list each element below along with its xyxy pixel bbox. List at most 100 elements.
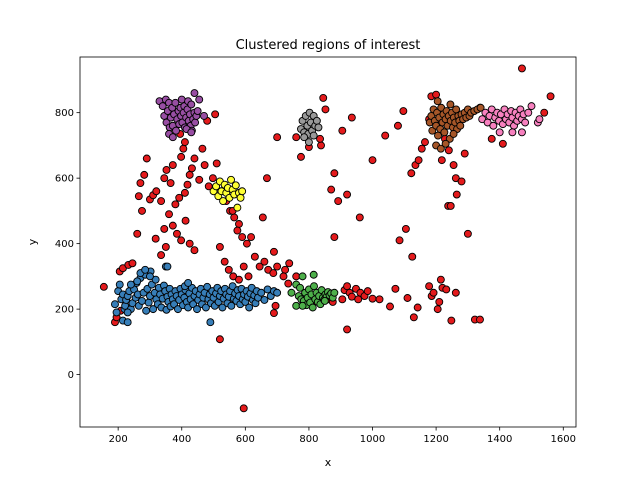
x-tick-label: 1600 [551,434,576,445]
data-point [508,128,517,137]
data-point [215,242,224,251]
data-point [330,169,339,178]
data-point [309,270,318,279]
data-point [149,305,158,314]
data-point [171,200,180,209]
data-point [134,192,143,201]
data-point [235,220,243,228]
data-point [230,213,239,222]
data-point [191,118,200,127]
data-point [257,288,266,297]
data-point [177,95,186,104]
data-point [211,110,220,119]
data-point [219,197,228,206]
data-point [187,128,196,137]
y-tick-label: 800 [55,108,74,119]
data-point [434,131,442,140]
data-point [171,98,180,107]
data-point [355,213,364,222]
data-point [193,107,202,115]
data-point [195,175,204,184]
data-point [540,108,549,117]
data-point [320,296,329,305]
plot-frame [79,56,577,428]
data-point [300,133,309,142]
data-point [227,175,235,184]
data-point [435,297,444,306]
data-point [224,265,233,274]
data-point [236,193,245,202]
data-point [260,257,269,266]
data-point [168,221,177,230]
x-axis-label: x [325,456,332,469]
data-point [212,159,221,168]
data-point [140,170,149,179]
data-point [141,265,150,274]
data-point [375,295,384,304]
data-point [449,161,458,170]
y-axis: 0 200 400 600 800 [55,108,80,381]
data-point [314,123,323,132]
data-point [407,169,416,178]
data-point [99,282,108,291]
data-point [136,179,145,188]
data-point [233,226,242,235]
data-point [258,213,267,222]
data-point [440,128,449,137]
x-tick-label: 200 [109,434,128,445]
data-point [238,233,247,242]
data-point [487,134,496,143]
data-point [456,121,465,130]
chart-title: Clustered regions of interest [236,38,421,53]
data-point [180,188,189,197]
data-point [330,233,339,242]
data-point [138,206,146,215]
data-point [123,318,132,327]
data-point [206,318,215,327]
data-point [184,278,193,287]
data-point [417,144,426,153]
data-point [368,294,377,303]
data-point [112,308,121,317]
data-point [343,282,352,291]
data-point [200,161,209,170]
x-tick-label: 600 [236,434,255,445]
data-point [181,216,190,225]
data-point [409,313,418,322]
data-point [190,246,199,255]
data-point [123,308,132,317]
data-point [460,149,469,158]
data-point [284,279,293,288]
data-point [296,283,304,292]
data-point [270,309,278,317]
data-point [239,262,248,271]
data-point [298,301,307,310]
data-point [463,229,472,238]
data-point [173,229,181,238]
data-point [441,139,450,148]
data-point [195,95,204,104]
data-point [452,190,461,199]
data-point [444,146,453,155]
data-point [220,257,229,266]
data-point [177,152,186,161]
y-tick-label: 400 [55,239,74,250]
data-point [151,234,160,243]
data-point [334,197,343,206]
data-points [99,64,555,413]
data-point [297,152,305,161]
data-point [330,288,339,297]
data-point [368,156,377,165]
data-point [394,121,402,130]
data-point [175,193,184,202]
data-point [476,103,485,112]
data-point [498,139,507,148]
data-point [343,325,352,334]
data-point [229,272,238,281]
data-point [142,154,151,163]
data-point [160,174,169,183]
data-point [309,131,318,140]
data-point [228,282,237,291]
data-point [312,116,321,125]
